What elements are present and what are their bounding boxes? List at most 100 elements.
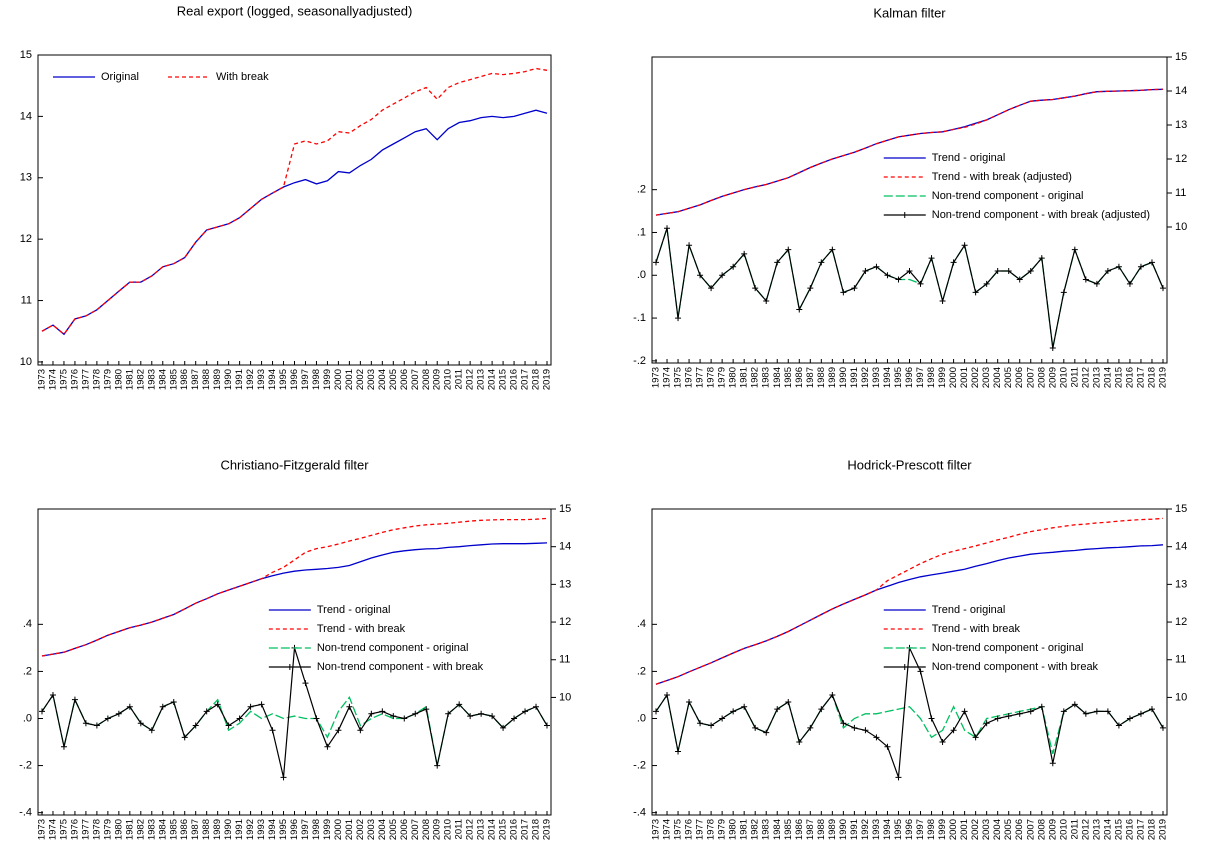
x-tick-label: 1978 xyxy=(706,367,717,388)
y2-tick-label: 13 xyxy=(559,578,571,590)
y2-tick-label: 14 xyxy=(559,541,571,553)
y2-tick-label: 13 xyxy=(1175,578,1187,590)
chart-title: Kalman filter xyxy=(873,5,946,20)
point-marker xyxy=(818,259,825,266)
point-marker xyxy=(1137,263,1144,270)
y-tick-label: .4 xyxy=(637,618,646,630)
x-tick-label: 2017 xyxy=(520,369,531,390)
y-tick-label: 11 xyxy=(21,294,32,306)
point-marker xyxy=(807,285,814,292)
x-tick-label: 2009 xyxy=(432,819,443,840)
x-tick-label: 1974 xyxy=(662,819,673,840)
legend-label: Non-trend component - original xyxy=(932,642,1084,654)
point-marker xyxy=(49,691,56,698)
x-tick-label: 2011 xyxy=(454,819,465,839)
point-marker xyxy=(950,259,957,266)
y-tick-label: .0 xyxy=(637,269,646,281)
point-marker xyxy=(1093,280,1100,287)
x-tick-label: 2000 xyxy=(948,367,959,388)
x-tick-label: 1980 xyxy=(728,819,739,840)
point-marker xyxy=(840,720,847,727)
point-marker xyxy=(752,724,759,731)
y-tick-label: -.4 xyxy=(19,807,32,819)
x-tick-label: 1989 xyxy=(827,367,838,388)
point-marker xyxy=(796,306,803,313)
x-tick-label: 1976 xyxy=(684,819,695,840)
x-tick-label: 2014 xyxy=(1102,819,1113,840)
point-marker xyxy=(1071,246,1078,253)
point-marker xyxy=(82,720,89,727)
x-tick-label: 2008 xyxy=(1036,367,1047,388)
x-tick-label: 1988 xyxy=(201,819,212,840)
x-tick-label: 1984 xyxy=(772,819,783,840)
x-tick-label: 2016 xyxy=(509,369,520,390)
point-marker xyxy=(664,225,671,232)
point-marker xyxy=(950,727,957,734)
point-marker xyxy=(730,708,737,715)
legend-label: Trend - with break xyxy=(932,623,1021,635)
point-marker xyxy=(1038,255,1045,262)
x-tick-label: 2010 xyxy=(443,819,454,840)
x-tick-label: 1982 xyxy=(135,369,146,390)
x-tick-label: 2009 xyxy=(1047,367,1058,388)
legend-label: Trend - original xyxy=(932,604,1006,616)
point-marker xyxy=(1005,267,1012,274)
point-marker xyxy=(1093,708,1100,715)
y-tick-label: 14 xyxy=(20,110,32,122)
x-tick-label: 1996 xyxy=(289,819,300,840)
point-marker xyxy=(785,699,792,706)
x-tick-label: 2004 xyxy=(377,819,388,840)
x-tick-label: 2010 xyxy=(1058,819,1069,840)
x-tick-label: 1983 xyxy=(146,369,157,390)
chart-title: Hodrick-Prescott filter xyxy=(847,457,972,472)
x-tick-label: 1980 xyxy=(728,367,739,388)
x-tick-label: 2019 xyxy=(542,369,553,390)
point-marker xyxy=(313,715,320,722)
x-tick-label: 2019 xyxy=(1158,819,1169,840)
x-tick-label: 1995 xyxy=(893,819,904,840)
x-tick-label: 1987 xyxy=(805,819,816,840)
point-marker xyxy=(368,710,375,717)
x-tick-label: 1994 xyxy=(882,819,893,840)
x-tick-label: 1999 xyxy=(937,819,948,840)
x-tick-label: 2013 xyxy=(1091,367,1102,388)
series-line xyxy=(655,88,1164,216)
x-tick-label: 1985 xyxy=(168,369,179,390)
point-marker xyxy=(1115,263,1122,270)
point-marker xyxy=(335,727,342,734)
x-tick-label: 2001 xyxy=(344,819,355,840)
x-tick-label: 2006 xyxy=(399,819,410,840)
x-tick-label: 2016 xyxy=(509,819,520,840)
x-tick-label: 1999 xyxy=(937,367,948,388)
x-tick-label: 1994 xyxy=(882,367,893,388)
x-tick-label: 1977 xyxy=(695,819,706,840)
x-tick-label: 2002 xyxy=(355,819,366,840)
y2-tick-label: 10 xyxy=(1175,691,1187,703)
point-marker xyxy=(1027,267,1034,274)
point-marker xyxy=(258,701,265,708)
y-tick-label: .0 xyxy=(637,712,646,724)
y-tick-label: 10 xyxy=(20,356,32,368)
y-tick-label: -.2 xyxy=(19,759,32,771)
x-tick-label: 1973 xyxy=(37,819,48,840)
x-tick-label: 2008 xyxy=(421,819,432,840)
point-marker xyxy=(928,255,935,262)
point-marker xyxy=(719,715,726,722)
x-tick-label: 2018 xyxy=(531,819,542,840)
x-tick-label: 2014 xyxy=(487,369,498,390)
point-marker xyxy=(785,246,792,253)
y2-tick-label: 15 xyxy=(559,503,571,515)
x-tick-label: 1980 xyxy=(113,369,124,390)
x-tick-label: 1976 xyxy=(69,369,80,390)
x-tick-label: 1987 xyxy=(190,819,201,840)
x-tick-label: 2007 xyxy=(410,819,421,840)
point-marker xyxy=(961,242,968,249)
x-tick-label: 2006 xyxy=(1014,819,1025,840)
x-tick-label: 2007 xyxy=(410,369,421,390)
x-tick-label: 1993 xyxy=(256,369,267,390)
x-tick-label: 2019 xyxy=(1158,367,1169,388)
point-marker xyxy=(807,724,814,731)
x-tick-label: 2011 xyxy=(1069,819,1080,839)
point-marker xyxy=(346,703,353,710)
